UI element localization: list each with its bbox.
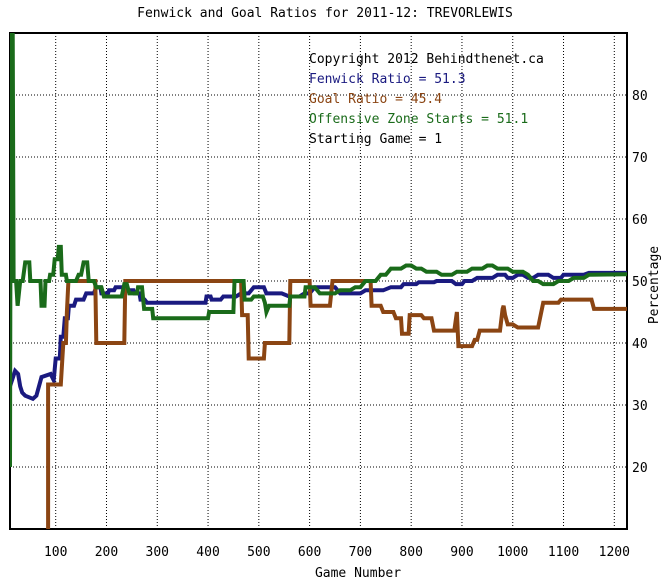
series-layer: [10, 33, 627, 529]
series-line-1: [46, 279, 627, 529]
annotation-0: Copyright 2012 Behindthenet.ca: [309, 52, 544, 67]
x-tick-label-7: 800: [399, 545, 422, 560]
x-tick-label-0: 100: [44, 545, 67, 560]
chart-title: Fenwick and Goal Ratios for 2011-12: TRE…: [137, 6, 513, 21]
x-tick-label-8: 900: [450, 545, 473, 560]
x-tick-label-2: 300: [146, 545, 169, 560]
y-tick-label-3: 50: [632, 275, 648, 290]
y-tick-label-0: 20: [632, 461, 648, 476]
x-tick-label-9: 1000: [497, 545, 528, 560]
annotation-4: Starting Game = 1: [309, 132, 442, 147]
x-tick-label-6: 700: [349, 545, 372, 560]
x-axis-label: Game Number: [315, 566, 401, 580]
x-tick-labels: 100 200 300 400 500 600 700 800 900 1000 1100 1200: [44, 545, 630, 560]
y-tick-label-4: 60: [632, 213, 648, 228]
y-tick-label-1: 30: [632, 399, 648, 414]
x-tick-label-3: 400: [196, 545, 219, 560]
series-line-2: [10, 33, 627, 468]
y-tick-label-5: 70: [632, 151, 648, 166]
y-tick-label-6: 80: [632, 89, 648, 104]
x-tick-label-11: 1200: [599, 545, 630, 560]
y-axis-label: Percentage: [647, 246, 662, 324]
annotation-1: Fenwick Ratio = 51.3: [309, 72, 466, 87]
x-tick-label-1: 200: [95, 545, 118, 560]
y-tick-label-2: 40: [632, 337, 648, 352]
x-tick-label-5: 600: [298, 545, 321, 560]
y-tick-labels: 20 30 40 50 60 70 80: [632, 89, 648, 476]
annotation-3: Offensive Zone Starts = 51.1: [309, 112, 528, 127]
annotation-layer: Copyright 2012 Behindthenet.ca Fenwick Ra…: [309, 52, 544, 147]
x-tick-label-10: 1100: [548, 545, 579, 560]
series-line-0: [10, 270, 627, 402]
annotation-2: Goal Ratio = 45.4: [309, 92, 442, 107]
x-tick-label-4: 500: [247, 545, 270, 560]
